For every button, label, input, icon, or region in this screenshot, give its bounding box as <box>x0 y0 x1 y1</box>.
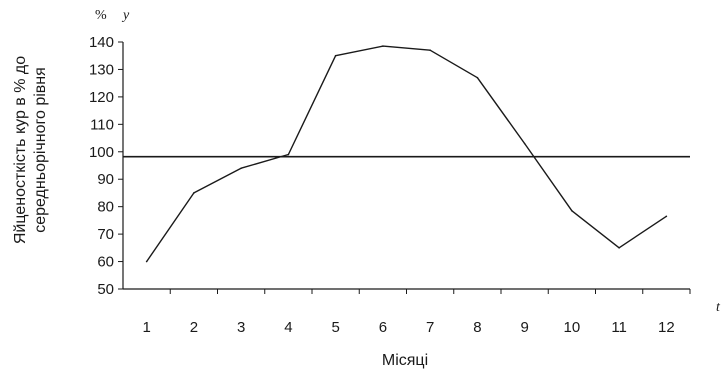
x-tick-label: 6 <box>379 319 387 336</box>
x-axis-title: Місяці <box>382 352 428 369</box>
data-point <box>476 76 479 79</box>
x-tick-label: 2 <box>190 319 198 336</box>
y-tick-label: 120 <box>89 89 114 106</box>
data-point <box>523 142 526 145</box>
x-tick-label: 1 <box>142 319 150 336</box>
data-point <box>571 209 573 212</box>
x-tick-label: 7 <box>426 319 434 336</box>
y-tick-label: 130 <box>89 61 114 78</box>
y-tick-label: 60 <box>97 254 114 271</box>
x-tick-label: 12 <box>658 319 675 336</box>
x-var-label: t <box>716 300 721 315</box>
x-ticks: 1 2 3 4 5 6 7 8 9 10 11 12 <box>142 289 691 336</box>
x-tick-label: 10 <box>564 319 581 336</box>
x-tick-label: 9 <box>520 319 528 336</box>
x-tick-label: 8 <box>473 319 481 336</box>
data-point <box>334 54 337 57</box>
data-point <box>429 49 431 52</box>
data-point <box>618 247 620 249</box>
y-ticks: 50 60 70 80 90 100 110 120 130 140 <box>89 34 123 298</box>
data-point <box>382 45 384 47</box>
x-tick-label: 4 <box>284 319 292 336</box>
y-unit-label: % <box>95 8 107 23</box>
series-group <box>145 45 668 263</box>
series-line <box>146 45 667 262</box>
y-tick-label: 50 <box>97 281 114 298</box>
axis-labels: % y t Місяці Яйценосткість кур в % до се… <box>12 8 721 369</box>
data-point <box>193 192 195 194</box>
y-tick-label: 80 <box>97 199 114 216</box>
data-point <box>145 260 148 263</box>
y-axis-title-line-1: Яйценосткість кур в % до <box>12 56 29 244</box>
y-tick-label: 70 <box>97 226 114 243</box>
x-tick-label: 11 <box>611 319 627 336</box>
data-point <box>665 215 668 218</box>
y-var-label: y <box>121 8 130 23</box>
y-axis-title-line-2: середньорічного рівня <box>32 67 49 233</box>
y-tick-label: 100 <box>89 144 114 161</box>
y-tick-label: 90 <box>97 171 114 188</box>
data-point <box>287 153 290 156</box>
y-tick-label: 110 <box>90 116 114 133</box>
axes <box>122 42 690 290</box>
x-tick-label: 3 <box>237 319 245 336</box>
data-point <box>240 167 242 170</box>
x-tick-label: 5 <box>331 319 339 336</box>
y-tick-label: 140 <box>89 34 114 51</box>
